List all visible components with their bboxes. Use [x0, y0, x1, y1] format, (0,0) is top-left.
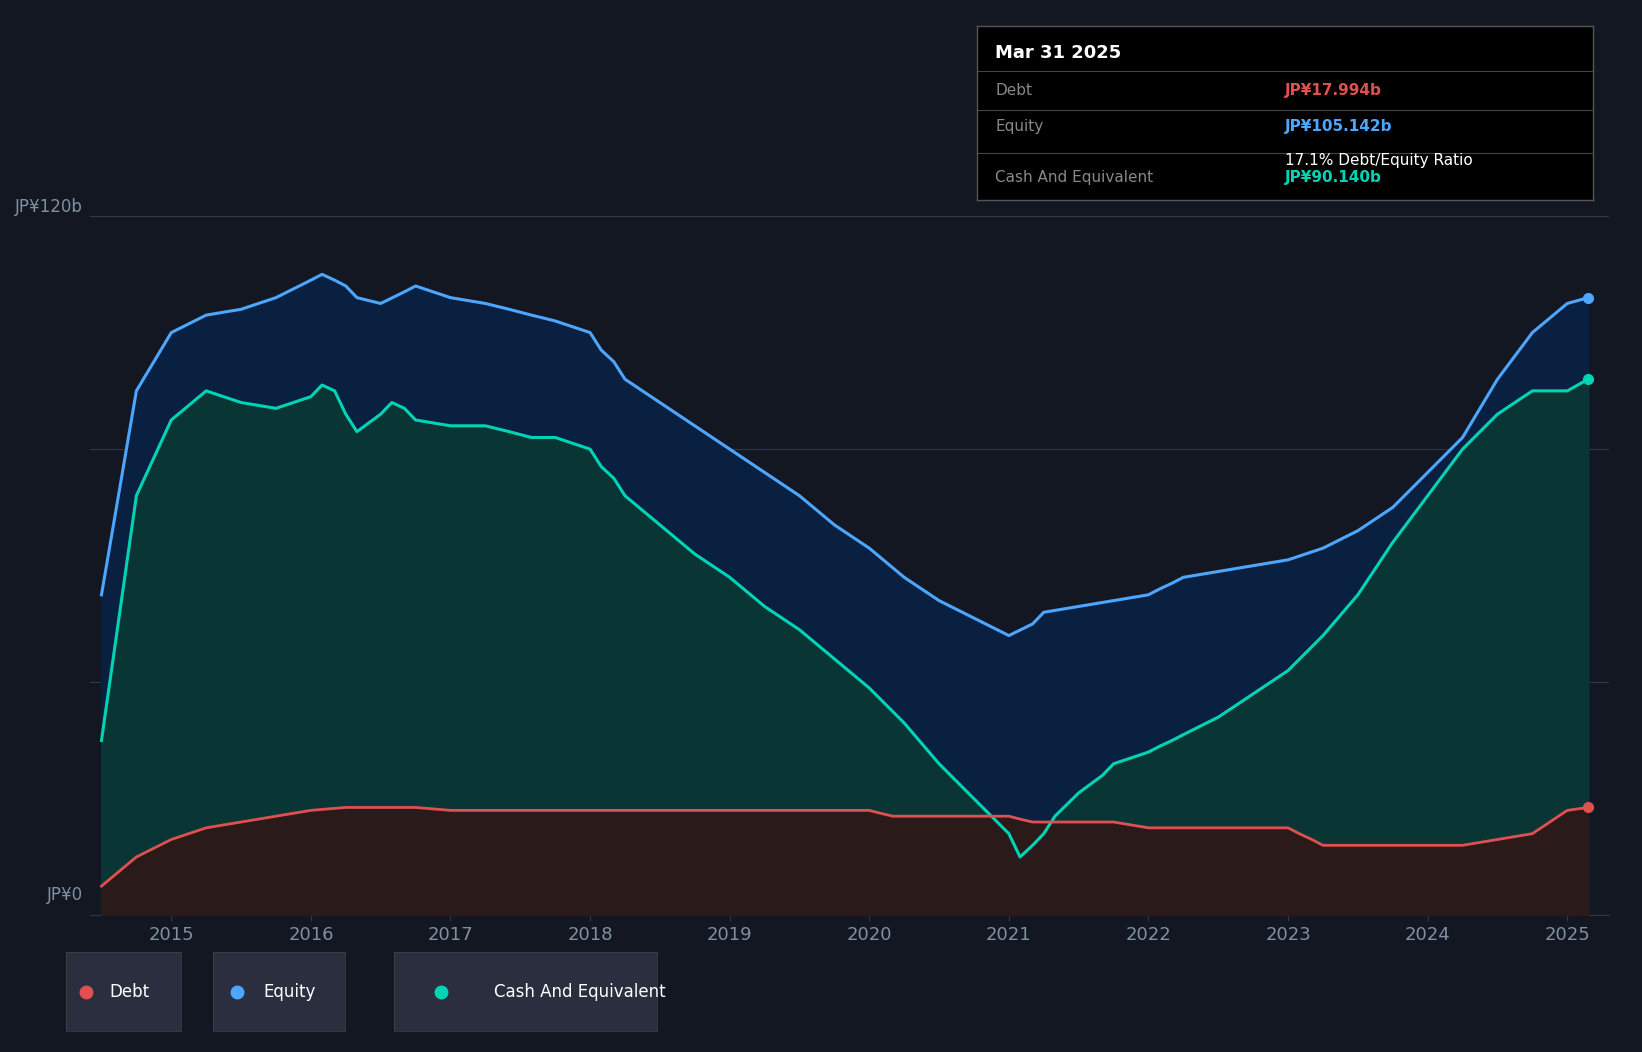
Text: JP¥105.142b: JP¥105.142b: [1286, 120, 1392, 135]
Text: Debt: Debt: [110, 983, 149, 1000]
Text: 17.1% Debt/Equity Ratio: 17.1% Debt/Equity Ratio: [1286, 153, 1473, 168]
Text: Cash And Equivalent: Cash And Equivalent: [494, 983, 665, 1000]
Text: Mar 31 2025: Mar 31 2025: [995, 43, 1121, 62]
Text: Cash And Equivalent: Cash And Equivalent: [995, 169, 1154, 185]
Text: JP¥120b: JP¥120b: [15, 198, 82, 216]
Text: Equity: Equity: [995, 120, 1044, 135]
Text: JP¥0: JP¥0: [46, 886, 82, 904]
Text: JP¥90.140b: JP¥90.140b: [1286, 169, 1381, 185]
Text: JP¥17.994b: JP¥17.994b: [1286, 83, 1381, 98]
Text: Equity: Equity: [263, 983, 315, 1000]
Text: Debt: Debt: [995, 83, 1033, 98]
